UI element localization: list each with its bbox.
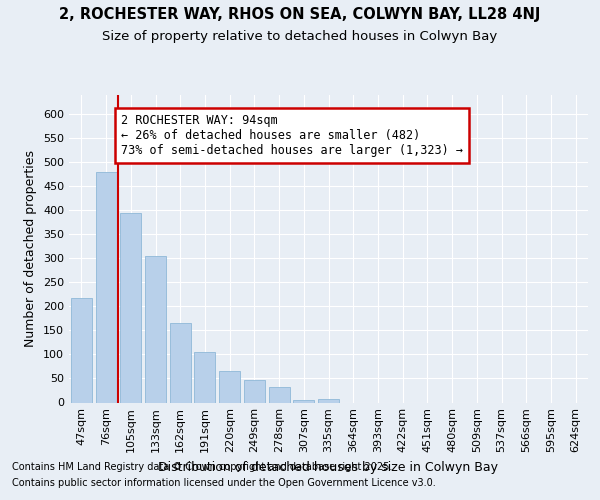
Bar [244, 380, 265, 402]
Text: 2 ROCHESTER WAY: 94sqm
← 26% of detached houses are smaller (482)
73% of semi-de: 2 ROCHESTER WAY: 94sqm ← 26% of detached… [121, 114, 463, 157]
Bar [145, 256, 166, 402]
Y-axis label: Number of detached properties: Number of detached properties [25, 150, 37, 347]
Bar [219, 372, 240, 402]
Text: Size of property relative to detached houses in Colwyn Bay: Size of property relative to detached ho… [103, 30, 497, 43]
Text: Contains public sector information licensed under the Open Government Licence v3: Contains public sector information licen… [12, 478, 436, 488]
Bar [95, 172, 116, 402]
X-axis label: Distribution of detached houses by size in Colwyn Bay: Distribution of detached houses by size … [158, 461, 499, 474]
Bar [318, 398, 339, 402]
Text: 2, ROCHESTER WAY, RHOS ON SEA, COLWYN BAY, LL28 4NJ: 2, ROCHESTER WAY, RHOS ON SEA, COLWYN BA… [59, 8, 541, 22]
Bar [269, 387, 290, 402]
Bar [71, 298, 92, 403]
Bar [194, 352, 215, 403]
Bar [170, 323, 191, 402]
Bar [293, 400, 314, 402]
Text: Contains HM Land Registry data © Crown copyright and database right 2025.: Contains HM Land Registry data © Crown c… [12, 462, 392, 472]
Bar [120, 212, 141, 402]
